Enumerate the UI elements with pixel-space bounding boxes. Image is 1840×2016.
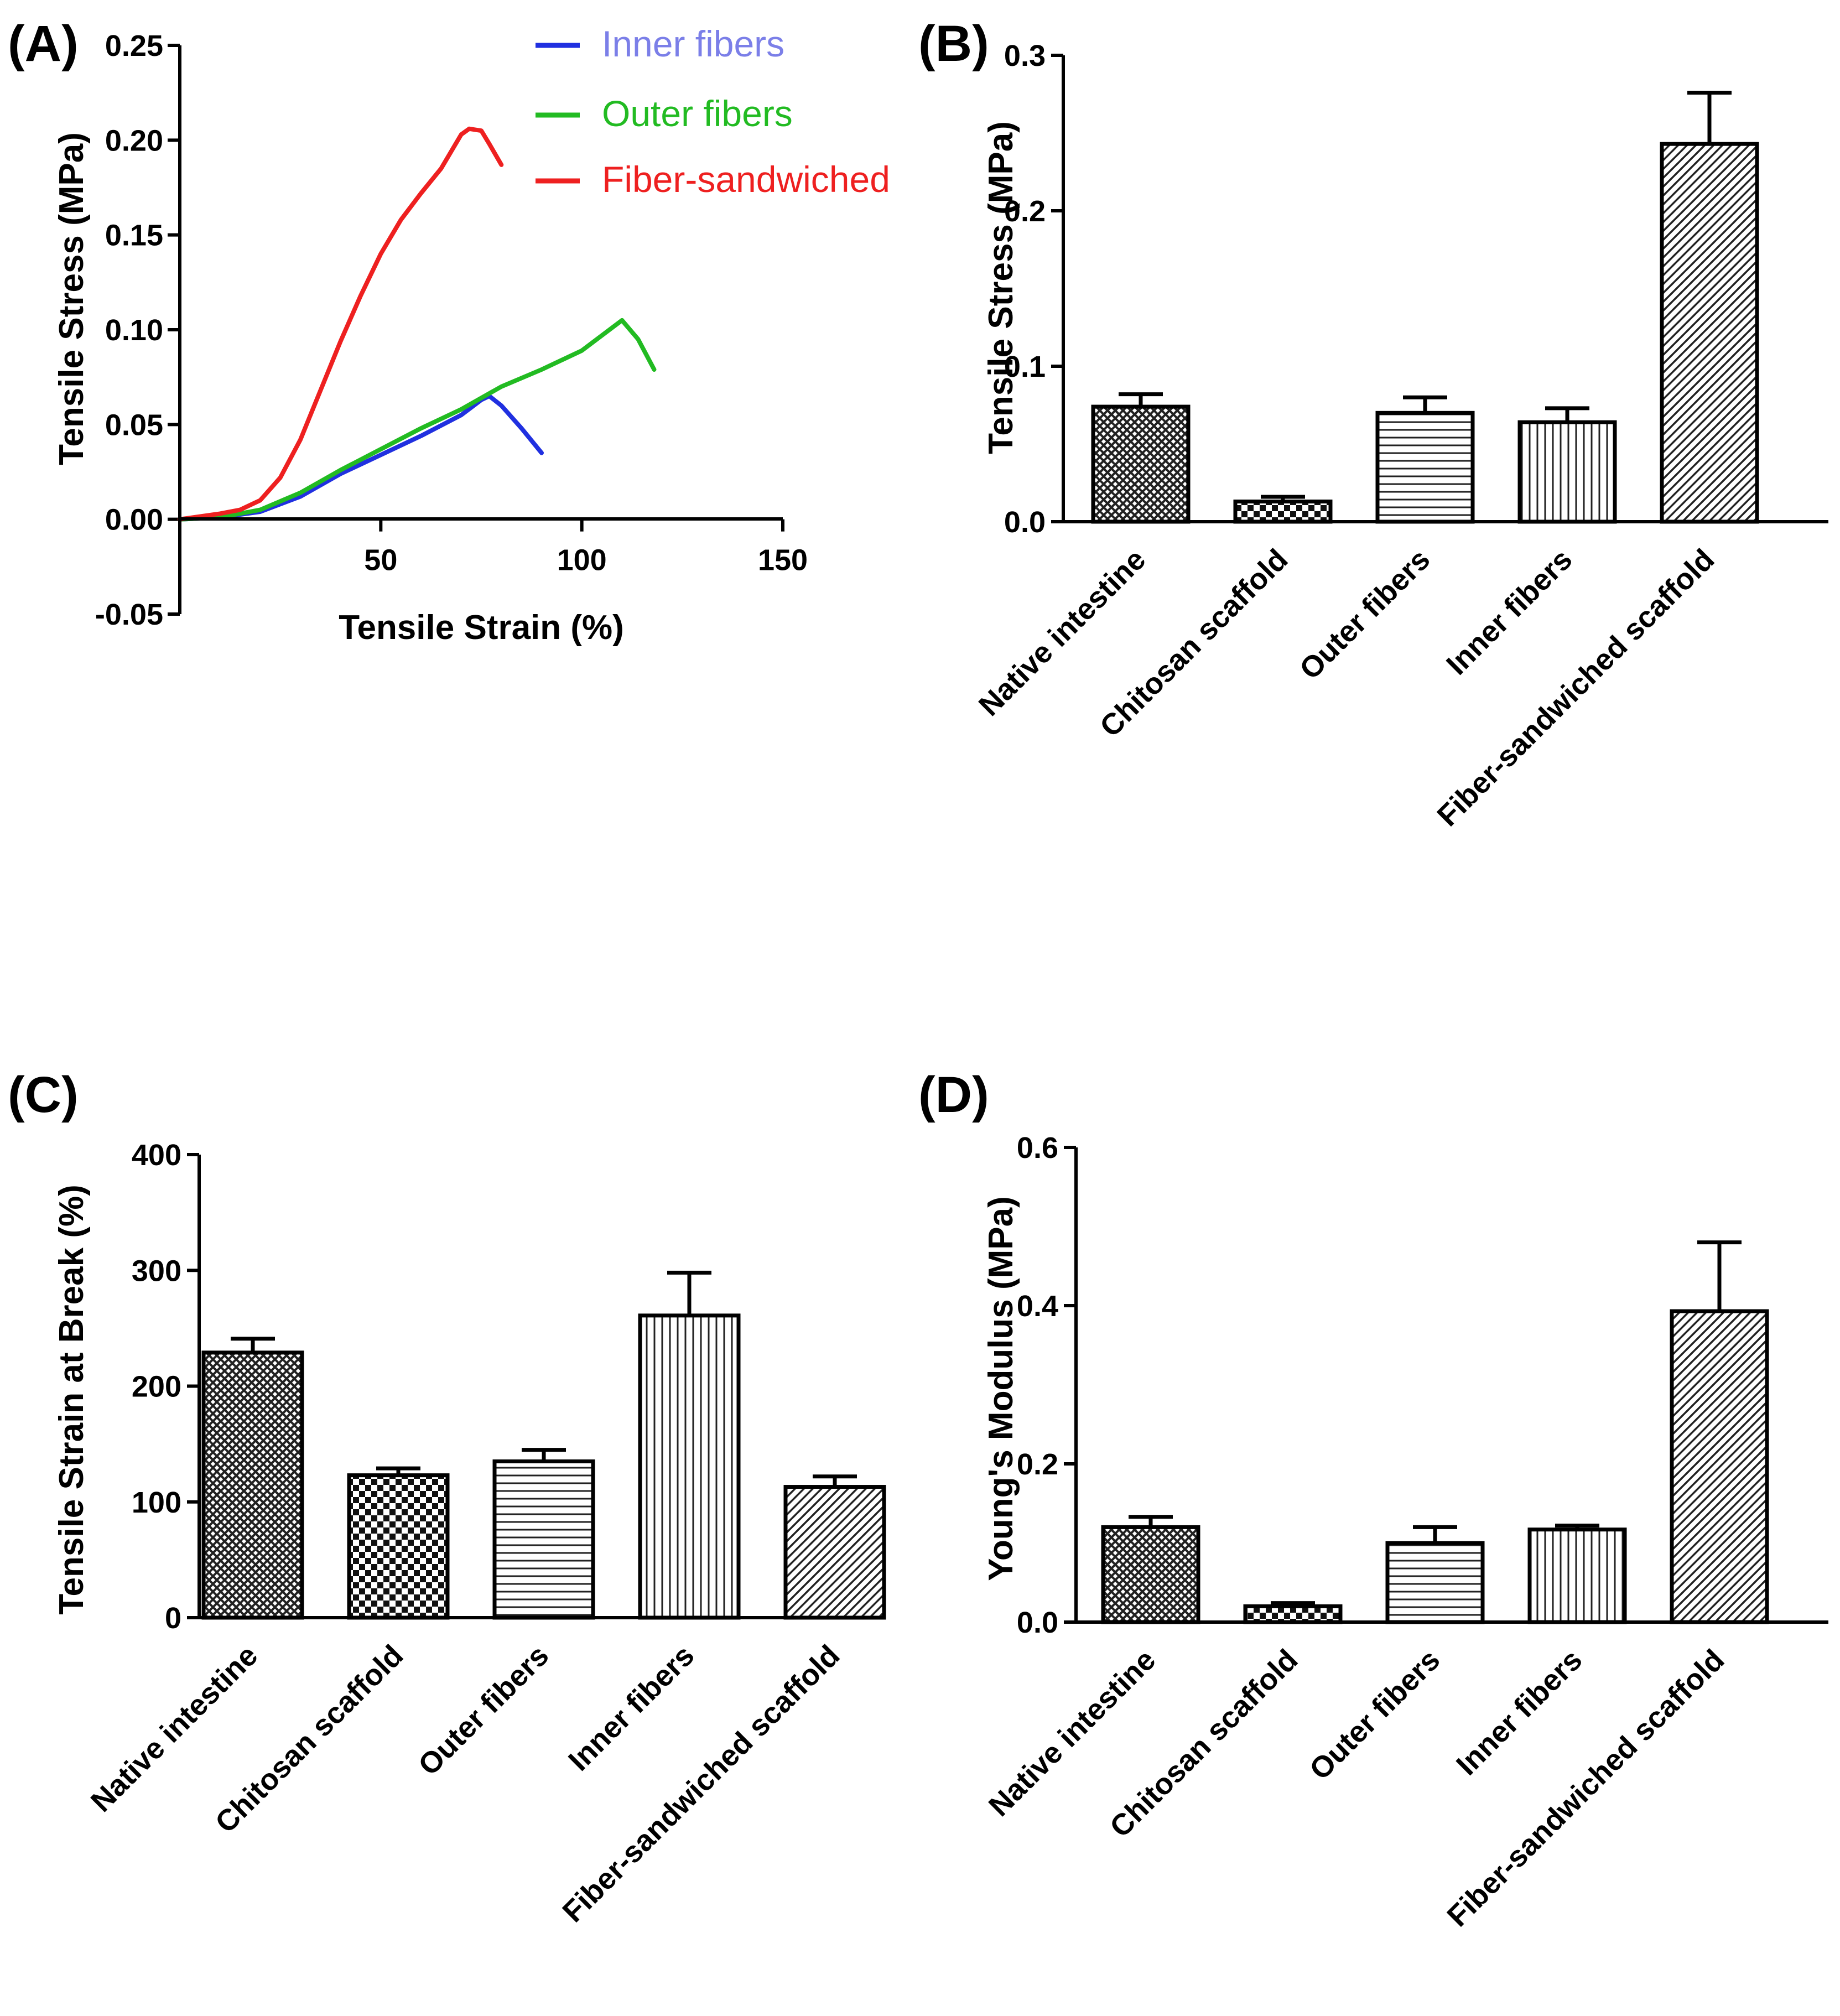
panel-c-category-label: Outer fibers bbox=[412, 1639, 555, 1782]
series-line-fiber-sandwiched bbox=[178, 126, 504, 522]
panel-b-label: (B) bbox=[918, 15, 989, 72]
legend-label-outer-fibers: Outer fibers bbox=[602, 93, 793, 134]
panel-d-y-title: Young's Modulus (MPa) bbox=[982, 1196, 1020, 1581]
panel-d-bar-outer-fibers bbox=[1385, 1541, 1485, 1624]
panel-c-bar-chitosan-scaffold bbox=[347, 1473, 450, 1620]
panel-b-bar-chitosan-scaffold bbox=[1233, 499, 1333, 524]
panel-c-category-label: Inner fibers bbox=[562, 1639, 700, 1777]
legend-label-fiber-sandwiched: Fiber-sandwiched bbox=[602, 159, 890, 200]
panel-a-x-title: Tensile Strain (%) bbox=[339, 609, 624, 647]
series-line-outer-fibers bbox=[178, 318, 657, 522]
panel-a-y-tick-label: 0.05 bbox=[105, 408, 163, 441]
panel-a-legend: Inner fibers Outer fibers Fiber-sandwich… bbox=[536, 23, 890, 200]
panel-c-y-tick-label: 100 bbox=[132, 1486, 181, 1519]
panel-d-y-tick-label: 0.0 bbox=[1017, 1606, 1058, 1639]
panel-a-y-tick-label: 0.10 bbox=[105, 314, 163, 347]
panel-c-y-tick-label: 400 bbox=[132, 1139, 181, 1172]
panel-c-bar-fiber-sandwiched-scaffold bbox=[783, 1485, 886, 1620]
panel-d-y-tick-label: 0.6 bbox=[1017, 1131, 1058, 1165]
panel-b-category-label: Fiber-sandwiched scaffold bbox=[1431, 543, 1721, 833]
panel-c-bar-inner-fibers bbox=[638, 1313, 741, 1620]
panel-d-bar-inner-fibers bbox=[1527, 1527, 1627, 1624]
panel-a-y-tick-label: 0.00 bbox=[105, 503, 163, 537]
panel-b-category-label: Outer fibers bbox=[1293, 543, 1437, 686]
panel-a-y-tick-label: 0.25 bbox=[105, 29, 163, 63]
panel-d-bar-chart: (D) Young's Modulus (MPa) Native intesti… bbox=[918, 1067, 1828, 1933]
panel-d-bar-fiber-sandwiched-scaffold bbox=[1670, 1309, 1769, 1624]
panel-c-bar-native-intestine bbox=[201, 1350, 304, 1620]
panel-a-x-tick-label: 100 bbox=[557, 544, 607, 577]
panel-b-bar-native-intestine bbox=[1091, 404, 1191, 524]
panel-b-y-title: Tensile Stress (MPa) bbox=[982, 121, 1020, 454]
panel-c-y-tick-label: 200 bbox=[132, 1370, 181, 1404]
panel-c-bar-outer-fibers bbox=[492, 1459, 595, 1620]
panel-d-category-label: Inner fibers bbox=[1450, 1643, 1588, 1781]
panel-b-category-label: Inner fibers bbox=[1440, 543, 1578, 681]
panel-d-y-tick-label: 0.4 bbox=[1017, 1290, 1058, 1323]
panel-b-bar-inner-fibers bbox=[1517, 420, 1617, 524]
panel-c-y-tick-label: 300 bbox=[132, 1254, 181, 1287]
panel-d-category-label: Outer fibers bbox=[1303, 1643, 1447, 1786]
panel-a-y-tick-label: 0.20 bbox=[105, 124, 163, 157]
panel-b-y-tick-label: 0.0 bbox=[1004, 506, 1046, 539]
panel-d-label: (D) bbox=[918, 1067, 989, 1123]
panel-b-y-tick-label: 0.2 bbox=[1004, 195, 1046, 228]
panel-a-label: (A) bbox=[8, 15, 79, 72]
panel-b-y-tick-label: 0.3 bbox=[1004, 39, 1046, 72]
panel-c-y-title: Tensile Strain at Break (%) bbox=[53, 1184, 91, 1615]
panel-d-bar-chitosan-scaffold bbox=[1243, 1604, 1343, 1624]
panel-a-y-title: Tensile Stress (MPa) bbox=[53, 132, 91, 465]
panel-b-bar-chart: (B) Tensile Stress (MPa) Native intestin… bbox=[918, 15, 1828, 833]
panel-a-line-chart: (A) -0.05 0.00 0.05 0.10 0.15 0.20 0.25 50 100 15… bbox=[8, 15, 890, 647]
panel-a-x-tick-label: 150 bbox=[758, 544, 808, 577]
panel-a-y-tick-label: -0.05 bbox=[95, 598, 163, 631]
panel-a-y-tick-label: 0.15 bbox=[105, 219, 163, 252]
panel-d-category-label: Fiber-sandwiched scaffold bbox=[1441, 1643, 1730, 1933]
panel-c-y-tick-label: 0 bbox=[165, 1602, 181, 1635]
panel-b-bar-fiber-sandwiched-scaffold bbox=[1660, 142, 1759, 524]
panel-c-category-label: Fiber-sandwiched scaffold bbox=[556, 1639, 846, 1929]
legend-label-inner-fibers: Inner fibers bbox=[602, 23, 784, 64]
panel-d-bar-native-intestine bbox=[1101, 1525, 1200, 1624]
panel-c-label: (C) bbox=[8, 1067, 79, 1123]
panel-c-bar-chart: (C) Tensile Strain at Break (%) Native i… bbox=[8, 1067, 886, 1929]
panel-a-x-tick-label: 50 bbox=[364, 544, 397, 577]
panel-b-y-tick-label: 0.1 bbox=[1004, 350, 1046, 383]
panel-d-y-tick-label: 0.2 bbox=[1017, 1448, 1058, 1481]
panel-b-bar-outer-fibers bbox=[1375, 411, 1475, 524]
